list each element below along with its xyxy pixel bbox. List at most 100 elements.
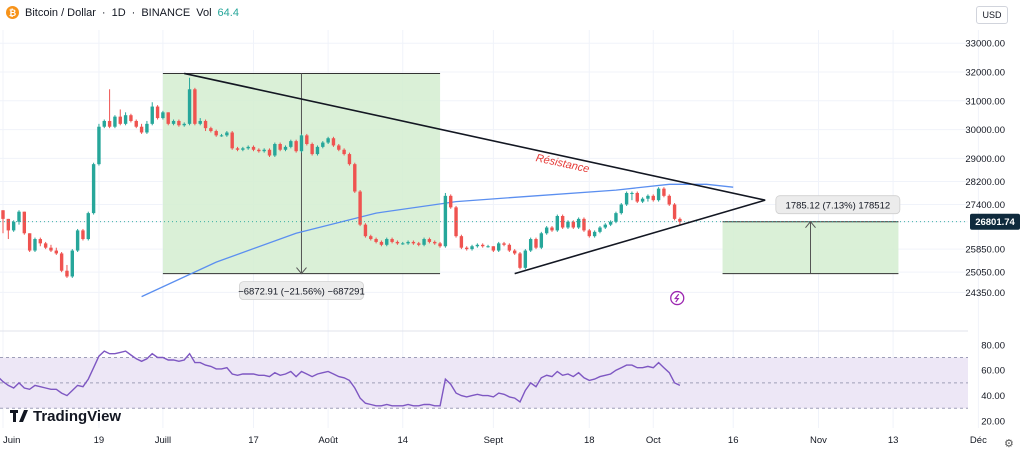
candle-body xyxy=(662,188,666,196)
time-axis[interactable]: Juin 19 Juill 17 Août 14 Sept 18 Oct 16 Nov 13 Déc xyxy=(3,435,987,446)
trendline xyxy=(184,72,766,201)
candle-body xyxy=(49,247,53,251)
candle-body xyxy=(555,216,560,231)
measure-label-box xyxy=(775,195,901,215)
candle-body xyxy=(619,204,623,214)
rsi-tick-label: 80.00 xyxy=(981,340,1005,351)
measure-boxes[interactable]: −6872.91 (−21.56%) −687291 1785.12 (7.13%… xyxy=(162,72,901,301)
candle-body xyxy=(118,116,122,124)
trendline xyxy=(514,199,766,275)
measure-arrow-head xyxy=(296,267,307,275)
candle-body xyxy=(113,116,117,127)
candle-body xyxy=(614,213,618,222)
candle-body xyxy=(678,218,682,222)
time-tick-label: 19 xyxy=(94,435,105,446)
candle-body xyxy=(1,210,5,219)
candle-body xyxy=(38,239,43,244)
candle-body xyxy=(6,218,11,231)
time-tick-label: Juill xyxy=(155,435,171,446)
candle-body xyxy=(310,144,314,155)
price-axis[interactable]: 24350.00 25050.00 25850.00 27400.00 28200.00… xyxy=(965,39,1020,428)
candle-body xyxy=(465,247,469,250)
candle-body xyxy=(11,221,16,231)
candle-body xyxy=(59,253,64,271)
gear-icon[interactable]: ⚙ xyxy=(1004,438,1014,450)
candle-body xyxy=(171,120,176,124)
candle-body xyxy=(107,120,112,127)
time-tick-label: Juin xyxy=(3,435,20,446)
candle-body xyxy=(523,250,528,268)
candle-body xyxy=(385,239,389,245)
candle-body xyxy=(81,230,85,240)
candle-body xyxy=(475,244,480,247)
tradingview-logo: TradingView xyxy=(10,408,121,425)
candle-body xyxy=(438,243,442,247)
candle-body xyxy=(203,120,208,129)
candle-body xyxy=(155,106,160,119)
candle-body xyxy=(550,227,554,231)
candle-body xyxy=(560,216,565,228)
bitcoin-icon: ₿ xyxy=(6,6,19,19)
rsi-line xyxy=(0,350,681,407)
candle-body xyxy=(635,192,639,202)
candle-body xyxy=(267,149,272,156)
candle-body xyxy=(273,144,277,156)
candle-body xyxy=(289,141,293,147)
volume-value: 64.4 xyxy=(217,6,239,19)
candle-body xyxy=(326,138,330,143)
tradingview-logo-mark xyxy=(13,410,16,422)
candle-body xyxy=(587,230,591,237)
candle-body xyxy=(161,112,165,119)
last-price-label: 26801.74 xyxy=(975,217,1015,228)
candle-body xyxy=(598,227,602,232)
candle-body xyxy=(443,195,448,247)
candle-body xyxy=(518,253,522,268)
candle-body xyxy=(54,250,58,254)
time-tick-label: 13 xyxy=(888,435,899,446)
candle-body xyxy=(337,145,341,150)
candle-body xyxy=(145,123,149,133)
candle-body xyxy=(331,138,336,146)
candle-body xyxy=(230,132,234,149)
moving-average-line xyxy=(141,183,734,298)
candle-body xyxy=(214,131,218,136)
time-tick-label: 18 xyxy=(584,435,595,446)
currency-selector[interactable]: USD xyxy=(976,6,1008,24)
price-tick-label: 27400.00 xyxy=(965,200,1005,211)
time-tick-label: Août xyxy=(318,435,338,446)
interval[interactable]: 1D xyxy=(111,6,126,19)
rsi-tick-label: 60.00 xyxy=(981,366,1005,377)
volume-label: Vol xyxy=(196,6,212,19)
candle-body xyxy=(608,221,613,225)
candle-body xyxy=(481,244,485,247)
candle-body xyxy=(502,243,506,245)
candles-layer[interactable] xyxy=(0,77,968,278)
candle-body xyxy=(134,120,138,127)
candle-body xyxy=(305,135,309,144)
time-tick-label: 14 xyxy=(397,435,408,446)
candle-body xyxy=(379,241,384,245)
candle-body xyxy=(150,106,154,124)
candle-body xyxy=(353,164,357,192)
candle-body xyxy=(86,213,90,240)
candle-body xyxy=(459,236,464,248)
candle-body xyxy=(193,89,197,124)
candle-body xyxy=(17,211,21,222)
time-tick-label: Oct xyxy=(646,435,661,446)
price-tick-label: 25850.00 xyxy=(965,245,1005,256)
candle-body xyxy=(624,192,629,205)
candle-body xyxy=(433,241,437,244)
candle-body xyxy=(512,250,517,254)
candle-body xyxy=(390,239,394,242)
candle-body xyxy=(123,115,128,124)
measure-arrow-head xyxy=(805,220,816,229)
measure-label-box xyxy=(239,281,364,301)
candle-body xyxy=(427,239,432,242)
candle-body xyxy=(278,144,282,150)
candle-body xyxy=(75,230,80,251)
candle-body xyxy=(235,148,240,150)
symbol-name[interactable]: Bitcoin / Dollar xyxy=(25,6,96,19)
candle-body xyxy=(358,191,362,225)
candle-body xyxy=(672,204,677,219)
